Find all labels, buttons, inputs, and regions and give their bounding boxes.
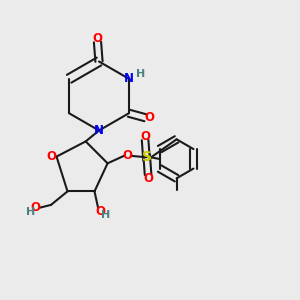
Text: S: S: [142, 150, 152, 164]
Text: O: O: [140, 130, 150, 143]
Text: O: O: [30, 201, 40, 214]
Text: O: O: [123, 149, 133, 162]
Text: O: O: [95, 205, 106, 218]
Text: O: O: [46, 150, 56, 163]
Text: H: H: [136, 69, 145, 79]
Text: O: O: [143, 172, 153, 185]
Text: O: O: [145, 111, 154, 124]
Text: N: N: [94, 124, 104, 137]
Text: H: H: [26, 207, 35, 217]
Text: O: O: [92, 32, 103, 45]
Text: H: H: [101, 210, 110, 220]
Text: N: N: [124, 72, 134, 85]
